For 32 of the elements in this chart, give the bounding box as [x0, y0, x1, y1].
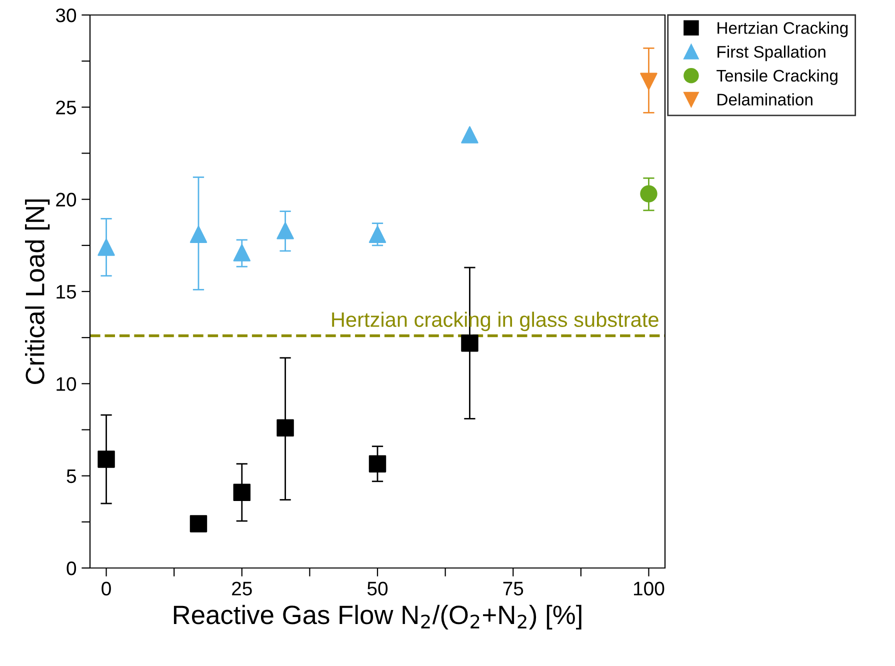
- point: [461, 334, 478, 352]
- x-tick-label: 50: [367, 582, 388, 596]
- point: [233, 484, 250, 502]
- legend-label: Tensile Cracking: [716, 69, 838, 85]
- point: [98, 450, 115, 468]
- point: [461, 126, 478, 144]
- point: [368, 226, 386, 243]
- x-axis-title: Reactive Gas Flow N$_{2}$/(O$_{2}$+N$_{2}$) [%]: [174, 604, 582, 630]
- point: [640, 72, 658, 90]
- point: [276, 419, 294, 437]
- point: [640, 185, 658, 202]
- y-tick-label: 25: [56, 100, 76, 114]
- point: [368, 455, 386, 472]
- point: [233, 244, 250, 262]
- y-axis-title: Critical Load [N]: [25, 200, 50, 384]
- x-tick-label: 75: [503, 582, 524, 596]
- point: [276, 222, 294, 240]
- y-tick-label: 5: [66, 470, 76, 484]
- x-tick-label: 100: [634, 582, 664, 596]
- point: [190, 226, 208, 243]
- legend-label: Delamination: [718, 93, 812, 106]
- x-tick-label: 0: [102, 582, 111, 596]
- y-tick-label: 30: [56, 8, 76, 22]
- y-tick-label: 15: [56, 285, 76, 299]
- legend-label: Hertzian Cracking: [718, 22, 848, 38]
- y-tick-label: 10: [56, 377, 76, 391]
- y-tick-label: 20: [56, 192, 76, 207]
- y-tick-label: 0: [66, 561, 76, 576]
- point: [190, 515, 208, 532]
- legend-label: First Spallation: [718, 46, 826, 62]
- x-tick-label: 25: [232, 582, 252, 596]
- point: [98, 238, 115, 256]
